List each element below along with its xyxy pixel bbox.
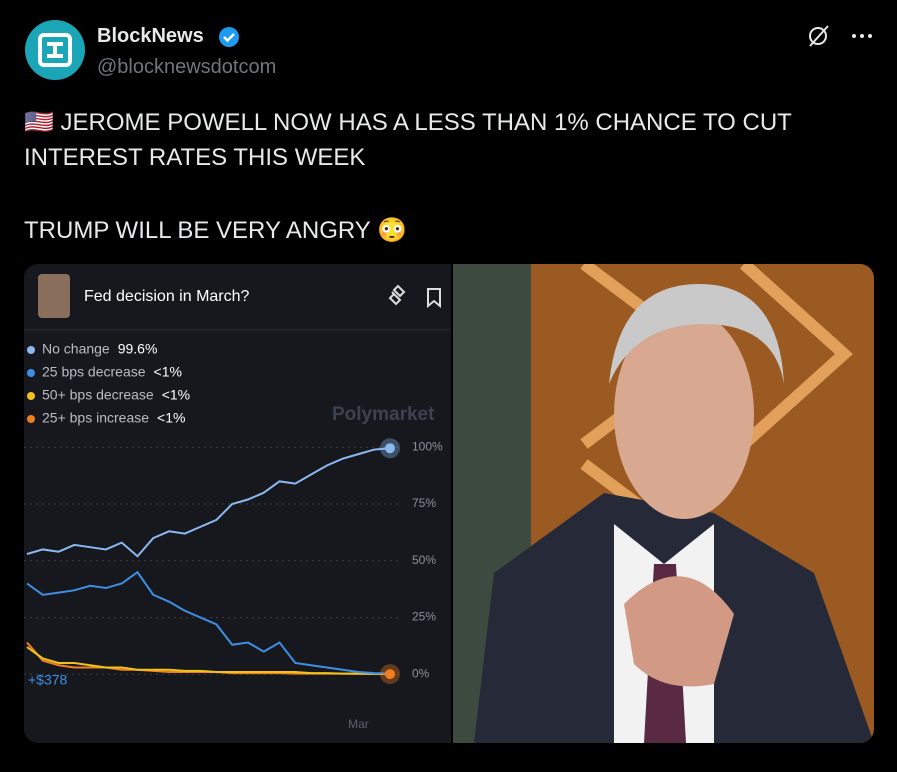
legend-swatch xyxy=(27,392,35,400)
y-tick-label: 0% xyxy=(412,666,430,680)
link-icon xyxy=(388,284,406,306)
series-line xyxy=(26,447,391,558)
legend-label: No change xyxy=(42,341,110,357)
legend-value: <1% xyxy=(162,387,190,403)
post-media[interactable]: Fed decision in March? Polymarket No chang… xyxy=(24,264,874,743)
annotation: +$378 xyxy=(28,672,68,688)
legend-value: <1% xyxy=(157,410,185,426)
legend-value: <1% xyxy=(154,364,182,380)
legend-label: 25 bps decrease xyxy=(42,364,146,380)
legend-swatch xyxy=(27,415,35,423)
bookmark-icon xyxy=(427,288,441,309)
legend-value: 99.6% xyxy=(118,341,158,357)
series-line xyxy=(26,646,390,675)
watermark: Polymarket xyxy=(332,404,435,425)
author-name[interactable]: BlockNews xyxy=(97,25,204,47)
y-tick-label: 75% xyxy=(412,496,436,510)
legend-swatch xyxy=(27,369,35,377)
post-actions[interactable] xyxy=(806,24,876,48)
post-text: TRUMP WILL BE VERY ANGRY 😳 xyxy=(24,217,407,244)
verified-badge xyxy=(219,27,239,47)
author-handle[interactable]: @blocknewsdotcom xyxy=(97,56,277,78)
series-line xyxy=(26,570,391,675)
photo xyxy=(451,264,874,743)
legend-swatch xyxy=(27,346,35,354)
avatar[interactable] xyxy=(25,20,85,80)
post-text: 🇺🇸 JEROME POWELL NOW HAS A LESS THAN 1% … xyxy=(24,109,792,136)
end-point xyxy=(385,669,395,680)
y-tick-label: 25% xyxy=(412,610,436,624)
legend-label: 25+ bps increase xyxy=(42,410,149,426)
x-tick-label: Mar xyxy=(348,717,369,731)
chart: Fed decision in March? Polymarket No chang… xyxy=(24,274,451,731)
chart-title: Fed decision in March? xyxy=(84,288,250,305)
chart-thumbnail xyxy=(38,274,70,318)
end-point xyxy=(385,443,395,454)
post-text: INTEREST RATES THIS WEEK xyxy=(24,144,366,171)
y-tick-label: 50% xyxy=(412,553,436,567)
legend-label: 50+ bps decrease xyxy=(42,387,154,403)
y-tick-label: 100% xyxy=(412,439,443,453)
